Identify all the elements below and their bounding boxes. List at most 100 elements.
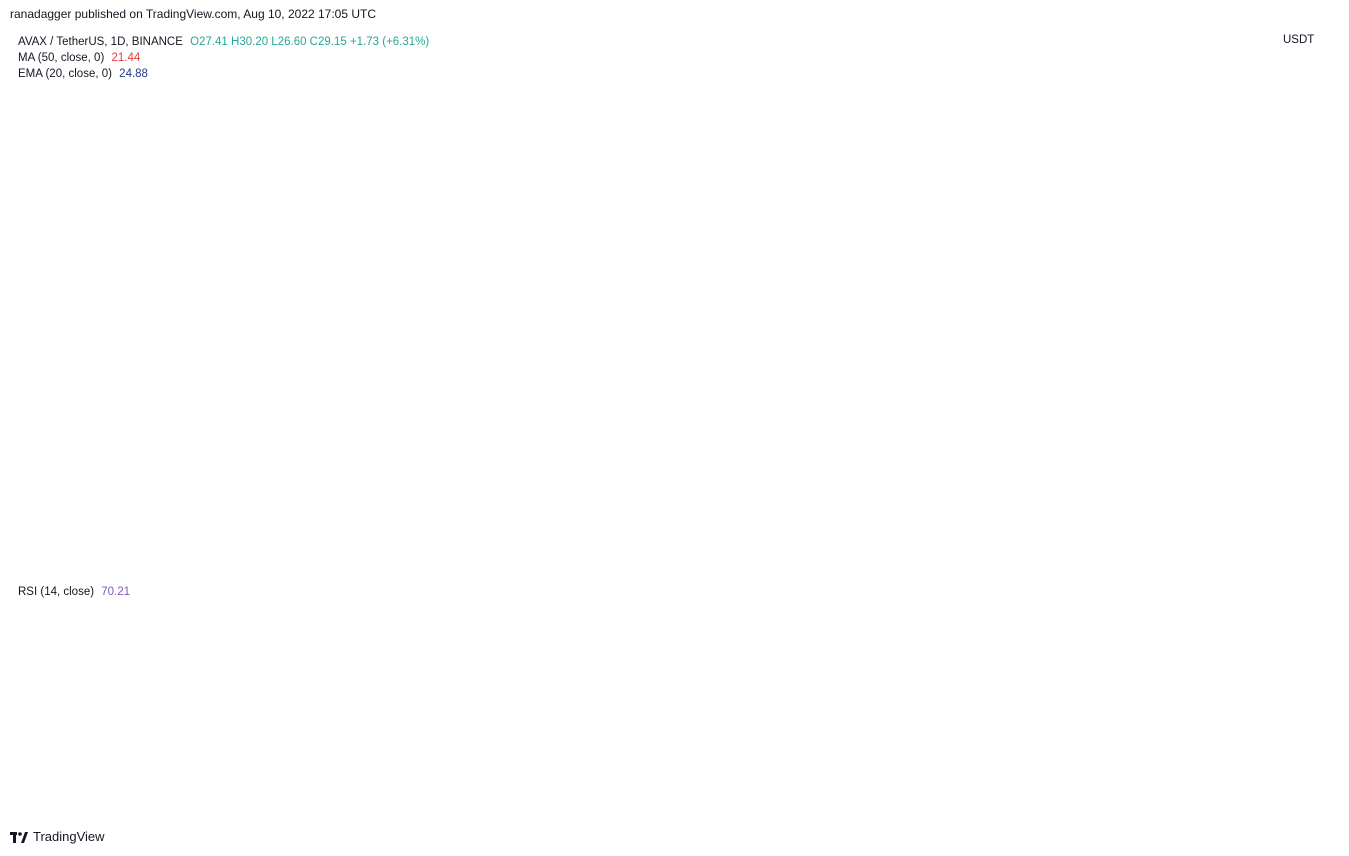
candle-body	[215, 206, 221, 217]
candle-body	[482, 162, 488, 173]
price-tick-label: 60.00	[1284, 289, 1313, 301]
candle-body	[322, 200, 328, 228]
candle-body	[841, 486, 847, 498]
candle-body	[192, 151, 198, 173]
candle-body	[788, 475, 793, 481]
rsi-value: 70.21	[101, 586, 131, 598]
candle-body	[566, 233, 572, 250]
candle-body	[917, 508, 923, 520]
candle-body	[284, 217, 289, 234]
candle-body	[925, 503, 930, 509]
ma-50-line	[11, 160, 1173, 506]
candle-body	[93, 151, 99, 184]
candle-body	[40, 156, 45, 173]
candle-body	[551, 217, 557, 223]
ma-value-badge: 21.44	[1287, 505, 1317, 519]
candle-body	[185, 151, 190, 184]
time-tick-label: 14	[243, 803, 256, 815]
rsi-label[interactable]: RSI (14, close)	[18, 586, 95, 598]
candle-body	[55, 129, 60, 140]
candle-body	[1169, 463, 1175, 474]
ema-label[interactable]: EMA (20, close, 0)	[18, 68, 112, 80]
candle-body	[177, 167, 183, 184]
candle-body	[940, 514, 946, 520]
time-tick-label: May	[534, 803, 556, 815]
candle-body	[643, 277, 648, 311]
rsi-tag: RSI	[1247, 584, 1265, 596]
symbol-title[interactable]: AVAX / TetherUS, 1D, BINANCE	[18, 36, 183, 48]
time-tick-label: 16	[633, 803, 646, 815]
ema-value: 24.88	[119, 68, 148, 80]
candle-body	[1146, 475, 1152, 481]
candle-body	[528, 206, 534, 212]
candle-body	[1047, 486, 1053, 498]
candle-body	[650, 310, 656, 339]
rsi-tick-label: 40.00	[1284, 705, 1313, 717]
ma-tag-bg	[1241, 504, 1271, 521]
candle-body	[299, 195, 305, 212]
candle-body	[589, 239, 595, 250]
candle-body	[1093, 492, 1098, 498]
rsi-tick-label: 20.00	[1284, 785, 1313, 797]
candle-body	[1124, 486, 1129, 492]
candle-body	[1085, 486, 1091, 492]
candle-body	[360, 140, 366, 157]
candle-body	[376, 151, 381, 162]
candle-body	[17, 195, 22, 223]
rsi-tick-label: 30.00	[1284, 745, 1313, 757]
candle-body	[200, 173, 205, 195]
candle-body	[536, 211, 541, 228]
candle-body	[399, 129, 404, 140]
candle-body	[727, 453, 732, 459]
candle-body	[307, 184, 312, 195]
candle-body	[818, 481, 824, 487]
candle-body	[627, 255, 633, 294]
candle-body	[849, 497, 854, 509]
countdown-badge: 06:54:42	[1284, 473, 1327, 485]
candle-body	[872, 529, 877, 535]
candle-body	[505, 189, 511, 206]
candle-body	[574, 228, 579, 250]
brand-name: TradingView	[33, 829, 105, 844]
ma-label[interactable]: MA (50, close, 0)	[18, 52, 105, 64]
horizontal-levels	[10, 342, 1270, 481]
candle-body	[330, 228, 335, 245]
candle-body	[254, 162, 259, 173]
candle-body	[1040, 497, 1045, 509]
candle-body	[1078, 486, 1083, 488]
candle-body	[658, 338, 663, 361]
rsi-line	[11, 588, 1173, 776]
candle-body	[521, 200, 526, 206]
candle-body	[879, 529, 885, 535]
candle-body	[131, 195, 137, 217]
candle-body	[711, 426, 717, 443]
candle-body	[666, 360, 671, 383]
candle-body	[452, 129, 457, 151]
candle-body	[544, 217, 549, 228]
candle-body	[1017, 514, 1022, 520]
time-tick-label: 14	[67, 803, 80, 815]
candle-body	[238, 178, 244, 184]
candle-body	[460, 151, 465, 168]
candle-body	[1062, 481, 1068, 492]
candle-body	[856, 508, 862, 520]
candle-body	[635, 255, 640, 278]
candle-body	[246, 162, 251, 184]
moving-averages	[11, 139, 1173, 516]
candle-body	[444, 96, 450, 129]
support-level-badge-bg	[1277, 485, 1327, 502]
price-tick-label: 70.00	[1284, 234, 1313, 246]
candle-body	[826, 481, 831, 492]
candle-body	[811, 486, 816, 492]
candle-body	[704, 426, 709, 432]
candle-body	[231, 178, 236, 190]
candle-body	[971, 524, 976, 530]
time-tick-label: Jul	[916, 803, 931, 815]
candle-body	[162, 173, 167, 190]
price-tick-label: 30.00	[1284, 454, 1313, 466]
candle-body	[994, 514, 999, 515]
ema-tag: EMA	[1242, 490, 1267, 502]
tradingview-logo[interactable]: TradingView	[10, 829, 105, 844]
candle-body	[47, 129, 53, 157]
